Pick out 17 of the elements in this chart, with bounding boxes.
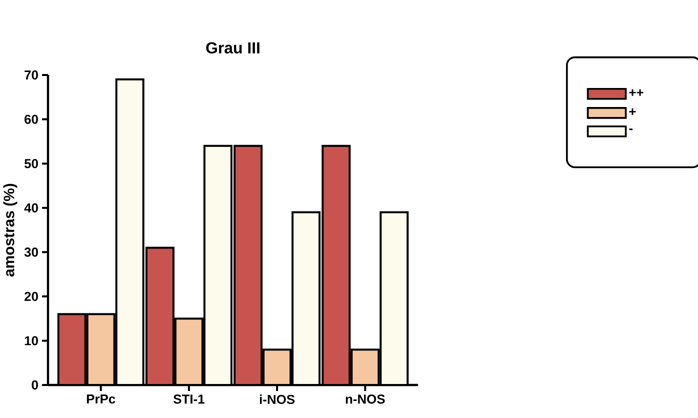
legend-label: +: [629, 108, 636, 115]
chart-title: Grau III: [206, 42, 260, 54]
y-tick-label: 40: [24, 203, 38, 212]
y-tick-label: 0: [32, 380, 38, 390]
y-tick-label: 50: [24, 158, 38, 168]
legend-label: ++: [629, 89, 644, 96]
y-tick-label: 10: [24, 336, 38, 346]
x-tick-label: PrPc: [86, 394, 116, 404]
y-axis-title: amostras (%): [3, 184, 18, 276]
y-tick-label: 30: [24, 248, 38, 257]
x-tick-label: n-NOS: [346, 394, 385, 404]
y-tick-label: 60: [24, 114, 38, 124]
legend-label: -: [629, 128, 632, 130]
x-tick-label: STI-1: [174, 394, 204, 404]
y-tick-label: 20: [24, 292, 38, 302]
y-tick-label: 70: [24, 70, 38, 80]
x-tick-label: i-NOS: [260, 394, 295, 404]
